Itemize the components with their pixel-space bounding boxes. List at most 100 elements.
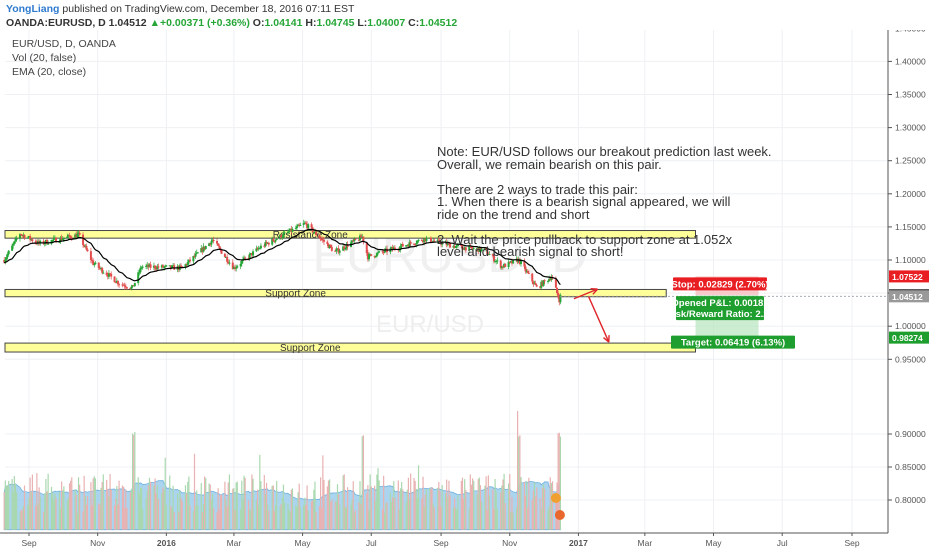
candle-body [503, 263, 506, 268]
volume-bar [367, 485, 369, 530]
candle-body [220, 250, 223, 254]
candle-body [239, 263, 242, 267]
volume-bar [181, 501, 183, 530]
volume-bar [437, 487, 439, 530]
candle-body [147, 264, 150, 268]
volume-bar [39, 496, 41, 530]
candle-body [297, 224, 300, 227]
volume-bar [551, 481, 554, 530]
candle-body [375, 253, 378, 257]
candle-body [456, 245, 459, 247]
volume-bar [163, 489, 165, 530]
volume-bar [493, 508, 495, 530]
volume-bar [477, 479, 479, 530]
volume-bar [393, 481, 395, 530]
volume-bar [142, 509, 144, 530]
legend-ema: EMA (20, close) [12, 66, 87, 78]
volume-bar [299, 506, 301, 530]
candle-body [145, 265, 148, 267]
time-tick-label: 2017 [569, 538, 588, 548]
candle-body [259, 245, 262, 249]
candle-body [486, 249, 489, 254]
candle-body [549, 278, 552, 280]
volume-bar [361, 436, 363, 530]
volume-bar [327, 480, 330, 530]
price-tick-label: 1.10000 [895, 255, 926, 265]
price-chart[interactable]: EURUSD, D EUR/USD Resistance ZoneSupport… [0, 30, 932, 550]
candle-body [46, 239, 49, 244]
volume-bar [500, 492, 502, 530]
candle-body [39, 240, 42, 244]
volume-bar [329, 479, 331, 530]
time-tick-label: Nov [502, 538, 518, 548]
volume-bar [370, 486, 372, 530]
candle-body [303, 222, 306, 224]
volume-bar [44, 493, 46, 530]
volume-bar [232, 488, 234, 530]
volume-bar [432, 503, 434, 530]
candle-body [248, 253, 251, 259]
arrow-head [603, 335, 610, 343]
volume-bar [462, 498, 465, 530]
volume-bar [118, 480, 120, 530]
volume-bar [375, 501, 377, 530]
volume-bar [157, 499, 160, 530]
candle-body [518, 258, 521, 264]
candle-body [291, 228, 294, 232]
volume-bar [209, 484, 211, 530]
candle-body [415, 243, 418, 245]
volume-bar [271, 485, 273, 530]
author-link[interactable]: YongLiang [6, 3, 60, 15]
volume-bar [263, 474, 265, 530]
candle-body [508, 261, 511, 263]
zone-rect [4, 342, 697, 353]
candle-body [343, 246, 346, 250]
note-line: level and bearish signal to short! [437, 244, 624, 259]
candle-body [494, 261, 497, 263]
candle-body [295, 226, 298, 229]
volume-bar [66, 500, 68, 530]
volume-bar [37, 503, 39, 530]
candle-body [164, 265, 167, 267]
candle-body [487, 253, 490, 255]
candle-body [140, 267, 143, 269]
volume-bar [549, 477, 551, 530]
volume-bar [259, 454, 261, 530]
candle-body [121, 284, 124, 286]
candle-body [313, 231, 316, 233]
candle-body [86, 249, 89, 252]
candle-body [531, 273, 534, 282]
candle-body [499, 260, 502, 268]
trade-arrow [573, 288, 598, 300]
volume-bar [164, 457, 166, 530]
volume-bar [193, 453, 196, 530]
candle-body [373, 255, 376, 257]
price-marker-box [889, 331, 929, 344]
rr-label: Risk/Reward Ratio: 2.27 [666, 309, 774, 320]
price-tick-label: 1.30000 [895, 123, 926, 133]
volume-bar [113, 505, 116, 530]
time-tick-label: Sep [21, 538, 36, 548]
candle-body [289, 228, 292, 232]
candle-body [106, 275, 109, 277]
volume-bar [319, 477, 322, 530]
volume-bar [14, 483, 17, 530]
volume-bar [557, 433, 559, 530]
candle-body [154, 265, 157, 269]
candle-body [243, 257, 246, 260]
price-change: +0.00371 (+0.36%) [159, 17, 250, 29]
time-tick-label: Jul [366, 538, 377, 548]
candle-body [383, 249, 386, 253]
candle-body [541, 281, 544, 286]
volume-bar [360, 504, 362, 530]
volume-bar [258, 505, 260, 530]
candle-body [216, 241, 219, 244]
candle-body [4, 259, 7, 263]
volume-bar [508, 483, 510, 530]
candle-body [362, 236, 365, 243]
volume-bar [178, 511, 180, 530]
candle-body [422, 240, 425, 243]
candle-body [432, 240, 435, 243]
volume-bar [401, 482, 403, 530]
volume-bar [503, 473, 505, 530]
